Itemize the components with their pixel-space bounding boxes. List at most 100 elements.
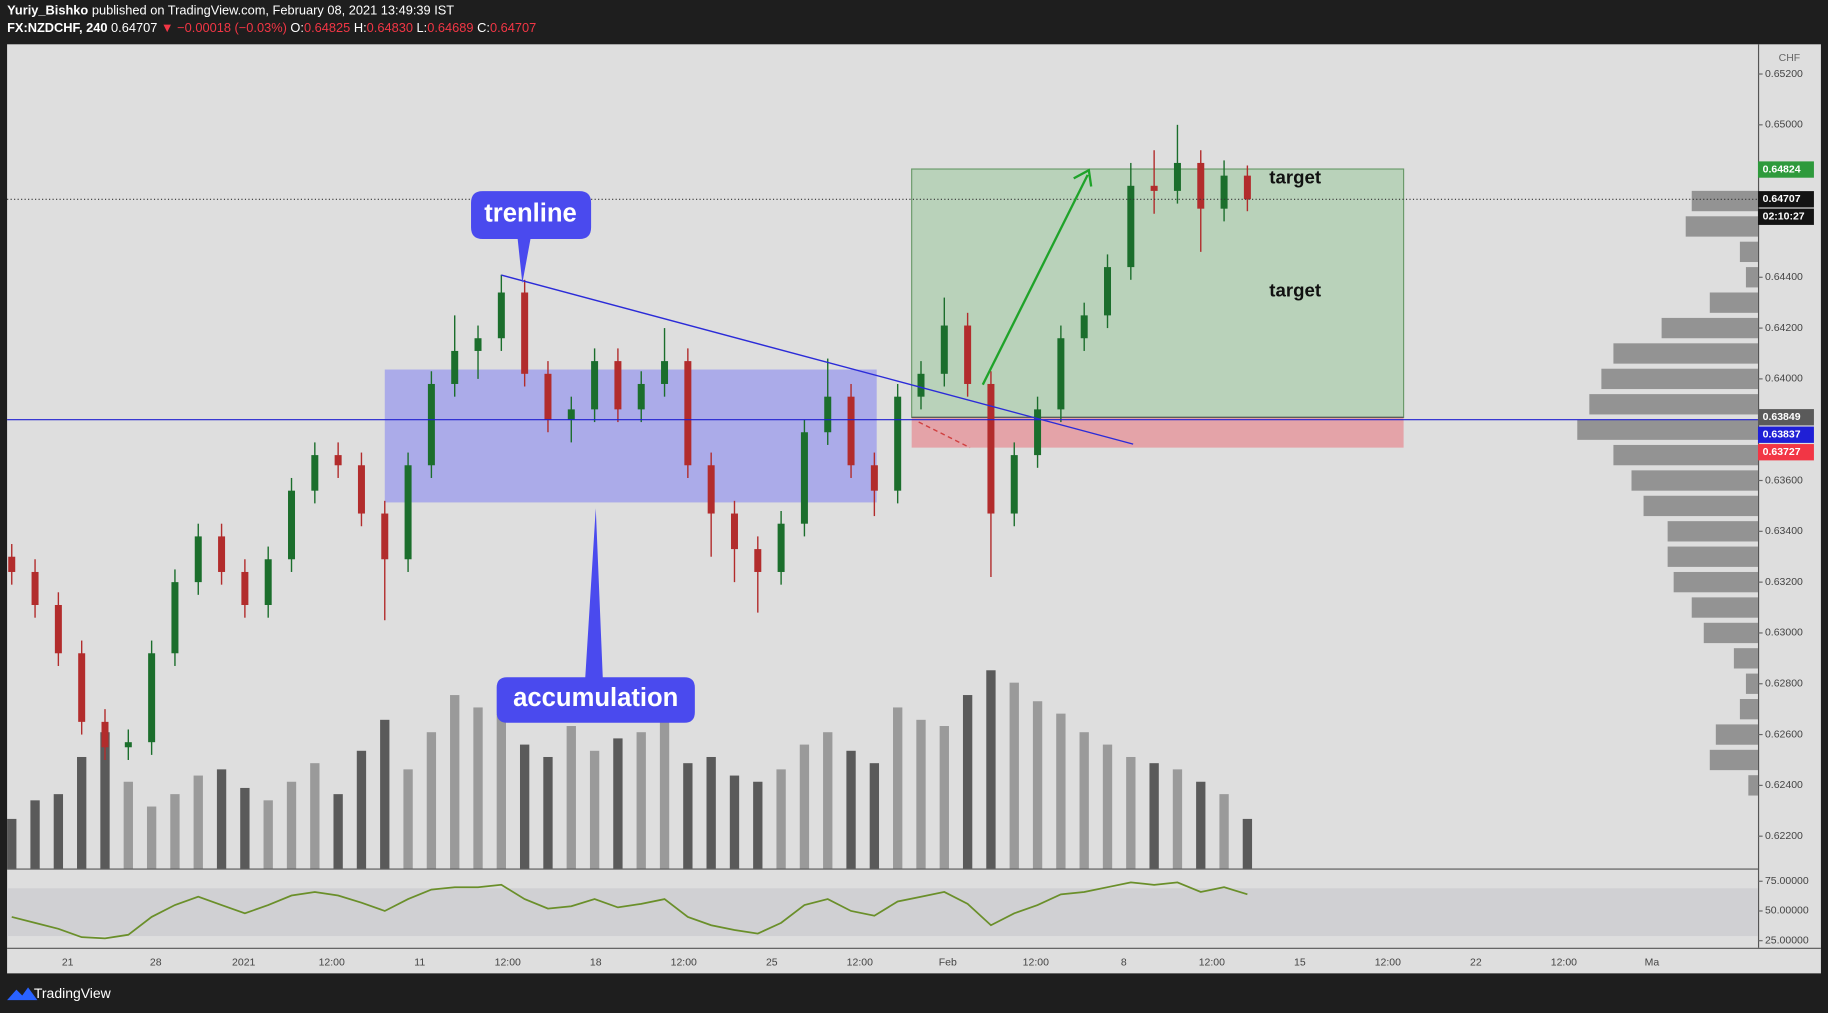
rsi-line: [11, 881, 1248, 940]
callout: [471, 191, 592, 284]
profile-bar: [1667, 546, 1758, 567]
candle-body: [427, 383, 435, 466]
x-tick-label: 12:00: [671, 958, 697, 969]
volume-bar: [263, 800, 273, 869]
rsi-tick-label: 75.00000: [1765, 876, 1809, 887]
volume-bar: [7, 818, 17, 869]
candle-body: [54, 604, 62, 654]
profile-bar: [1691, 597, 1758, 618]
volume-bar: [566, 726, 576, 869]
candle-body: [334, 455, 342, 466]
candle-body: [78, 653, 86, 722]
volume-bar: [1032, 701, 1043, 869]
countdown: 02:10:27: [1763, 212, 1805, 223]
drawings: trenline accumulation target target: [7, 166, 1758, 723]
volume-bar: [1149, 763, 1159, 869]
volume-bar: [753, 781, 763, 869]
candle-body: [101, 721, 109, 748]
candle-body: [311, 455, 319, 491]
candle-body: [357, 465, 365, 514]
currency: CHF: [1779, 53, 1801, 64]
brand: TradingView: [34, 985, 112, 1001]
x-tick-label: 15: [1294, 958, 1306, 969]
header-line-2: FX:NZDCHF, 240 0.64707 ▼ −0.00018 (−0.03…: [7, 21, 536, 36]
y-tick-label: 0.62400: [1765, 780, 1803, 791]
volume-bar: [356, 750, 367, 869]
candle-body: [847, 396, 855, 466]
price-label-box: [1757, 409, 1814, 426]
volume-bar: [962, 695, 973, 869]
profile-bar: [1739, 698, 1758, 720]
published: published on TradingView.com, February 0…: [92, 3, 454, 18]
symbol: FX:NZDCHF, 240: [7, 21, 107, 36]
candle-body: [404, 465, 412, 560]
volume-bar: [869, 763, 880, 869]
low: 0.64689: [427, 21, 473, 36]
price-label: 0.63849: [1763, 412, 1801, 423]
open: 0.64825: [304, 21, 350, 36]
candle-body: [1173, 162, 1181, 191]
volume-bar: [380, 719, 390, 869]
annotation: accumulation: [513, 684, 678, 712]
last-price: 0.64707: [111, 21, 157, 36]
volume-bar: [986, 670, 996, 869]
volume-bar: [1219, 794, 1229, 869]
volume-bar: [1126, 756, 1136, 869]
low-label: L:: [417, 21, 428, 36]
candle-body: [1150, 185, 1158, 191]
volume-bar: [450, 695, 460, 869]
candle-body: [1243, 175, 1251, 200]
candle-body: [497, 292, 505, 339]
arrow-down: [918, 421, 971, 449]
rsi-tick-label: 50.00000: [1765, 906, 1809, 917]
profile-bar: [1715, 724, 1758, 745]
profile-bar: [1601, 368, 1758, 390]
candle-body: [148, 653, 156, 743]
candle-body: [894, 396, 902, 491]
annotation: target: [1269, 279, 1321, 300]
y-tick-label: 0.62800: [1765, 679, 1803, 690]
profile-bar: [1709, 292, 1758, 313]
volume-bar: [799, 744, 810, 869]
volume-bar: [333, 794, 343, 869]
candle-body: [381, 513, 389, 560]
candle-body: [171, 582, 179, 654]
candle-body: [684, 361, 692, 466]
candle-body: [824, 396, 832, 433]
profile-bar: [1691, 190, 1758, 212]
y-tick-label: 0.64400: [1765, 272, 1803, 283]
candle-body: [1127, 185, 1135, 268]
annotation: target: [1269, 166, 1321, 187]
candles: [8, 124, 1251, 760]
x-tick-label: 12:00: [847, 958, 873, 969]
candle-body: [1080, 315, 1088, 339]
x-tick-label: 12:00: [1199, 958, 1225, 969]
x-tick-label: 28: [150, 958, 162, 969]
volume-bar: [403, 769, 413, 869]
price-label-box: [1757, 426, 1814, 443]
volume-bar: [30, 800, 40, 869]
candle-body: [1057, 338, 1065, 410]
volume-bar: [1242, 818, 1253, 869]
volume-bar: [1172, 769, 1183, 869]
volume-bar: [1056, 713, 1066, 869]
accumulation-zone: [384, 369, 877, 503]
volume-bar: [939, 726, 949, 869]
candle-body: [964, 325, 972, 384]
price-label: 0.63727: [1763, 447, 1801, 458]
candle-body: [730, 513, 738, 550]
volume-bar: [240, 787, 250, 869]
volume-bar: [100, 732, 110, 869]
volume-bar: [1079, 732, 1089, 869]
volume-bar: [706, 756, 716, 869]
volume-bar: [893, 707, 903, 869]
volume-bar: [613, 738, 623, 869]
candle-body: [218, 536, 226, 572]
x-tick-label: 22: [1470, 958, 1482, 969]
countdown-box: [1757, 208, 1814, 225]
change: ▼ −0.00018 (−0.03%): [161, 21, 287, 36]
y-tick-label: 0.63400: [1765, 526, 1803, 537]
volume-bar: [310, 763, 320, 869]
